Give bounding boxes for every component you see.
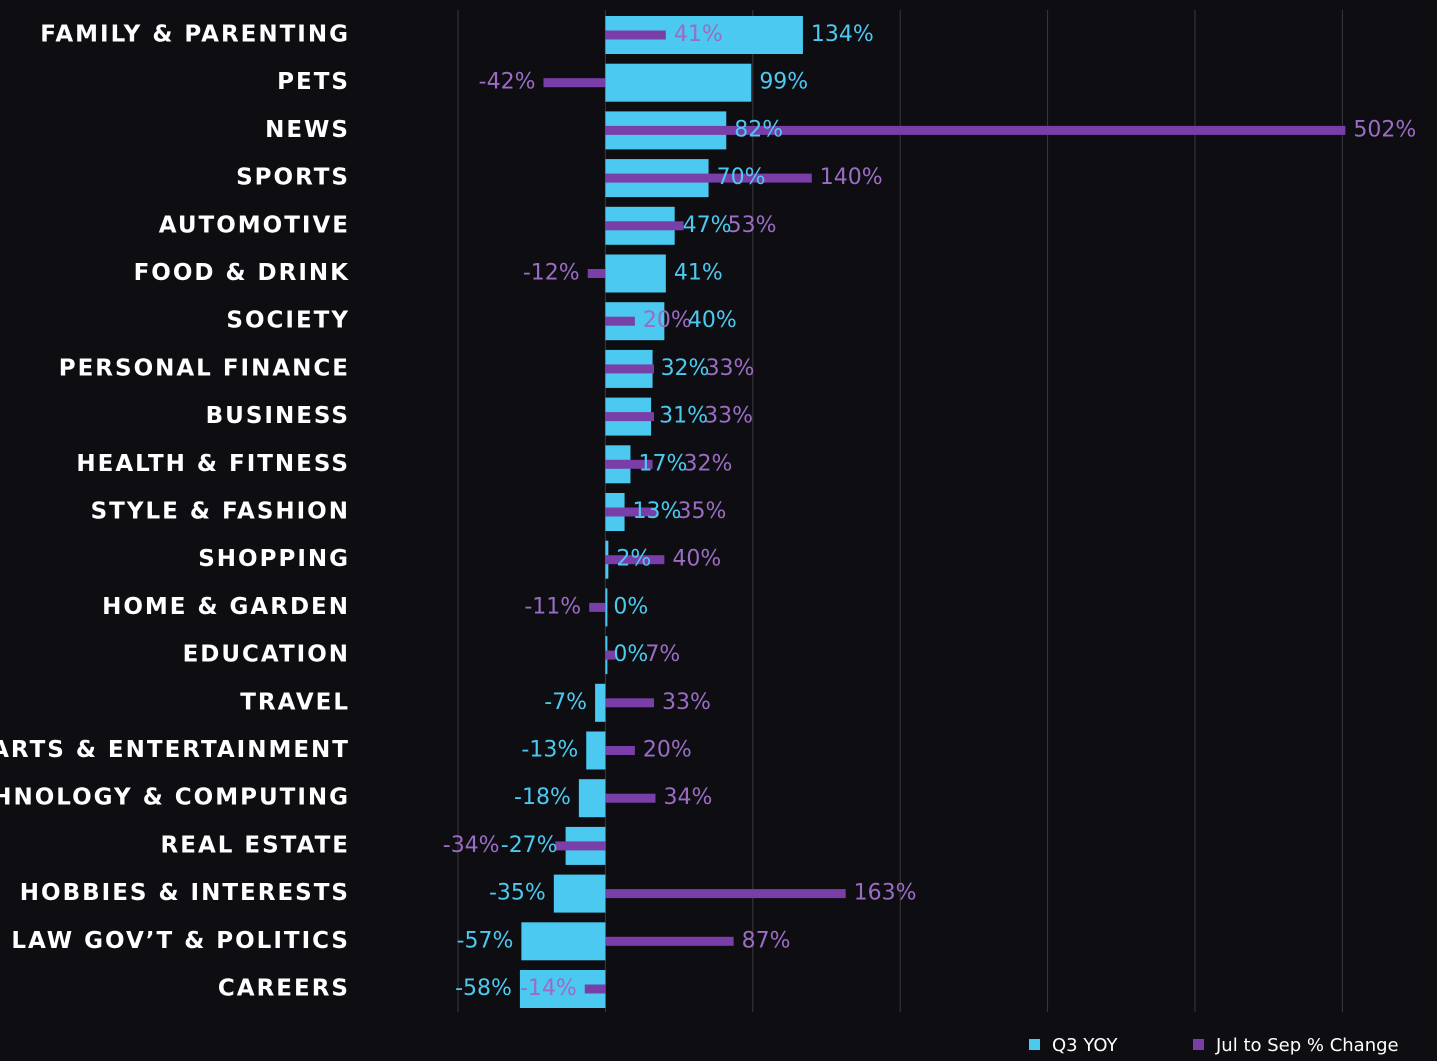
category-label: SPORTS <box>236 165 350 191</box>
change-bar <box>605 793 656 803</box>
category-label: NEWS <box>265 117 350 143</box>
value-label: 70% <box>717 165 766 190</box>
change-bar <box>605 698 655 708</box>
change-bar <box>605 364 655 374</box>
value-label: -58% <box>455 976 512 1001</box>
change-bar <box>543 78 606 88</box>
category-label: EDUCATION <box>183 642 350 668</box>
value-label: 40% <box>672 547 721 572</box>
value-label: 33% <box>662 690 711 715</box>
value-label: 20% <box>643 308 692 333</box>
legend-swatch <box>1193 1039 1204 1050</box>
value-label: 17% <box>638 451 687 476</box>
change-bar <box>605 507 657 517</box>
bar <box>605 63 752 102</box>
change-bar <box>605 221 684 231</box>
value-label: 35% <box>678 499 727 524</box>
category-label: AUTOMOTIVE <box>159 212 350 238</box>
value-label: 20% <box>643 738 692 763</box>
value-label: 41% <box>674 261 723 286</box>
value-label: -42% <box>479 70 536 95</box>
change-bar <box>587 269 606 278</box>
legend-label: Q3 YOY <box>1052 1035 1119 1056</box>
value-label: 140% <box>820 165 883 190</box>
legend-swatch <box>1029 1039 1040 1050</box>
change-bar <box>589 602 606 612</box>
value-label: -34% <box>443 833 500 858</box>
value-label: 53% <box>728 213 777 238</box>
category-label: STYLE & FASHION <box>91 499 350 525</box>
value-label: 7% <box>645 642 680 667</box>
value-label: 0% <box>613 642 648 667</box>
category-label: CAREERS <box>218 976 350 1002</box>
change-bar <box>605 650 616 660</box>
category-label: REAL ESTATE <box>161 832 350 858</box>
value-label: 34% <box>664 785 713 810</box>
value-label: -12% <box>523 261 580 286</box>
category-label: FOOD & DRINK <box>134 260 350 286</box>
bar <box>605 588 608 627</box>
category-label: PERSONAL FINANCE <box>59 355 350 381</box>
value-label: 0% <box>613 594 648 619</box>
category-label: TRAVEL <box>240 689 350 715</box>
category-label: BUSINESS <box>206 403 350 429</box>
legend-label: Jul to Sep % Change <box>1215 1035 1399 1056</box>
value-label: 87% <box>742 928 791 953</box>
change-bar <box>584 984 606 994</box>
value-label: 13% <box>633 499 682 524</box>
value-label: -7% <box>544 690 587 715</box>
value-label: -13% <box>521 738 578 763</box>
value-label: 82% <box>734 117 783 142</box>
category-label: TECHNOLOGY & COMPUTING <box>0 785 350 811</box>
category-label: HEALTH & FITNESS <box>76 451 350 477</box>
change-bar <box>605 30 666 40</box>
value-label: -35% <box>489 881 546 906</box>
bar <box>595 683 606 722</box>
change-bar <box>605 459 653 469</box>
change-bar <box>555 841 606 851</box>
bar <box>553 874 606 913</box>
category-label: SHOPPING <box>198 546 350 572</box>
value-label: 32% <box>683 451 732 476</box>
bar <box>578 779 606 818</box>
value-label: 134% <box>811 22 874 47</box>
value-label: 99% <box>759 70 808 95</box>
change-bar <box>605 316 635 326</box>
value-label: -11% <box>524 594 581 619</box>
value-label: 47% <box>683 213 732 238</box>
category-label: HOBBIES & INTERESTS <box>20 880 350 906</box>
value-label: 163% <box>854 881 917 906</box>
category-label: LAW GOV’T & POLITICS <box>11 928 350 954</box>
change-bar <box>605 173 812 183</box>
change-bar <box>605 412 655 422</box>
category-label: FAMILY & PARENTING <box>40 22 350 48</box>
value-label: -14% <box>520 976 577 1001</box>
value-label: 33% <box>706 356 755 381</box>
value-label: 2% <box>616 547 651 572</box>
change-bar <box>605 746 635 755</box>
change-bar <box>605 889 846 899</box>
value-label: 33% <box>704 404 753 429</box>
value-label: 40% <box>688 308 737 333</box>
bar <box>586 731 606 770</box>
value-label: 31% <box>659 404 708 429</box>
value-label: -18% <box>514 785 571 810</box>
category-label: PETS <box>277 69 350 95</box>
category-label: HOME & GARDEN <box>102 594 350 620</box>
change-bar <box>605 936 734 946</box>
value-label: -27% <box>501 833 558 858</box>
category-label: ARTS & ENTERTAINMENT <box>0 737 350 763</box>
bar <box>521 922 606 961</box>
value-label: 32% <box>661 356 710 381</box>
value-label: -57% <box>457 928 514 953</box>
change-bar <box>605 555 665 565</box>
value-label: 502% <box>1353 117 1416 142</box>
bar <box>605 254 666 293</box>
value-label: 41% <box>674 22 723 47</box>
change-bar <box>605 125 1346 135</box>
category-label: SOCIETY <box>226 308 350 334</box>
